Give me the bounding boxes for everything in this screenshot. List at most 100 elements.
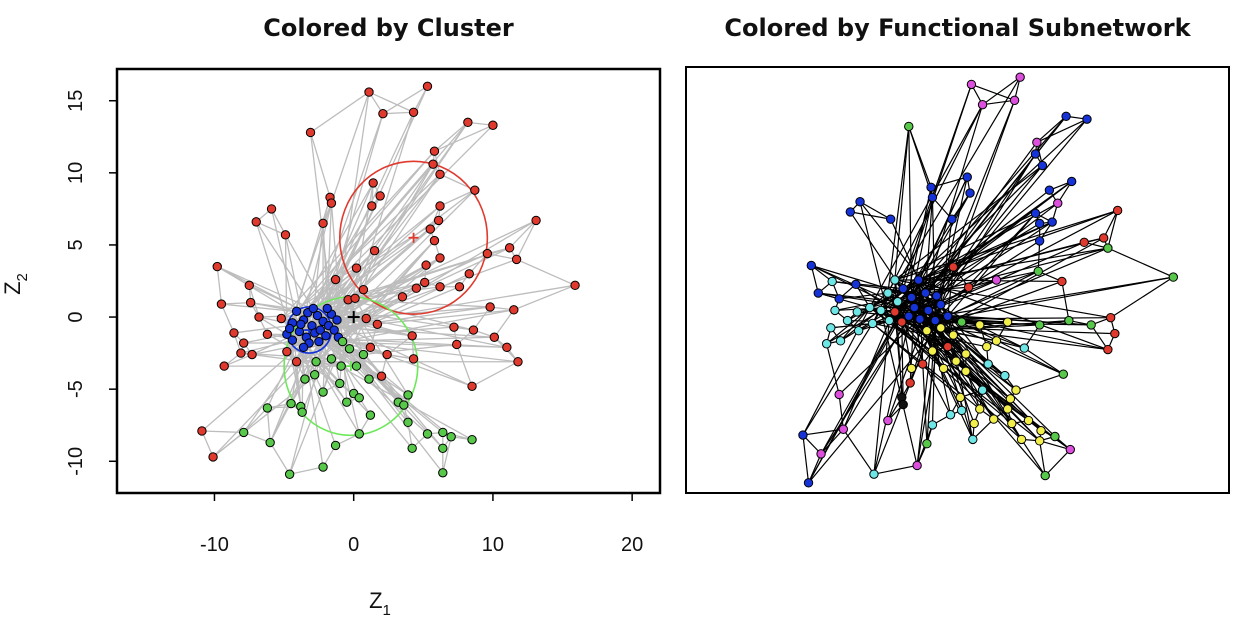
network-edge	[842, 428, 875, 475]
subnetwork-point	[975, 320, 985, 330]
network-edge	[982, 76, 1021, 106]
cluster-point	[300, 374, 310, 384]
cluster-point	[284, 323, 295, 334]
subnetwork-point	[922, 439, 932, 449]
cluster-point	[276, 313, 286, 324]
subnetwork-point	[1050, 431, 1060, 442]
network-edge	[1036, 115, 1067, 143]
cluster-point	[216, 299, 227, 309]
subnetwork-point	[834, 389, 844, 400]
cluster-point	[435, 169, 445, 179]
subnetwork-point	[915, 314, 925, 324]
network-edge	[869, 307, 1041, 442]
network-edge	[220, 303, 235, 334]
cluster-point	[321, 331, 331, 341]
cluster-point	[308, 303, 319, 314]
x-tick-label: -10	[200, 534, 229, 556]
panel-title-subnetwork: Colored by Functional Subnetwork	[724, 14, 1191, 42]
subnetwork-point	[1064, 315, 1074, 326]
subnetwork-point	[1034, 236, 1045, 246]
cluster-point	[376, 371, 387, 381]
subnetwork-point	[826, 323, 836, 333]
subnetwork-point	[1103, 243, 1113, 253]
network-edge	[320, 309, 514, 331]
network-edge	[826, 343, 840, 395]
network-edge	[873, 320, 890, 475]
cluster-plot-points	[197, 81, 580, 479]
subnetwork-point	[1086, 320, 1096, 330]
subnetwork-point	[867, 318, 878, 329]
network-edge	[810, 265, 819, 294]
cluster-point	[336, 361, 346, 371]
subnetwork-point	[982, 341, 992, 352]
subnetwork-point	[1061, 111, 1071, 121]
network-edge	[1107, 210, 1119, 249]
network-edge	[802, 323, 874, 436]
cluster-point	[330, 274, 341, 285]
network-edge	[269, 442, 291, 475]
cluster-point	[262, 329, 273, 340]
subnetwork-point	[806, 260, 817, 271]
network-edge	[216, 266, 223, 305]
cluster-point	[265, 437, 275, 448]
cluster-plot-edges	[201, 85, 576, 475]
subnetwork-point	[1009, 95, 1020, 106]
network-edge	[934, 320, 1006, 377]
network-edge	[918, 221, 1053, 281]
cluster-point	[420, 277, 430, 288]
network-edge	[472, 306, 491, 331]
cluster-point	[488, 120, 498, 130]
cluster-point	[403, 390, 413, 400]
subnetwork-point	[963, 282, 974, 292]
cluster-point	[318, 462, 328, 472]
cluster-point	[361, 313, 371, 324]
network-edge	[859, 201, 891, 220]
y-tick-label: 10	[65, 162, 87, 184]
network-edge	[1061, 281, 1070, 321]
network-edge	[940, 327, 1115, 335]
subnetwork-point	[865, 302, 875, 313]
network-edge	[894, 209, 1118, 281]
network-edge	[894, 311, 1029, 422]
network-edge	[940, 153, 1036, 305]
subnetwork-point	[913, 275, 924, 285]
subnetwork-point	[813, 288, 823, 298]
network-edge	[289, 341, 344, 475]
network-edge	[940, 327, 1042, 432]
network-edge	[326, 205, 441, 309]
network-edge	[255, 221, 314, 309]
network-edge	[1090, 324, 1109, 350]
subnetwork-point	[1030, 208, 1041, 219]
subnetwork-point	[956, 317, 967, 327]
subnetwork-point	[838, 424, 849, 434]
subnetwork-point	[947, 214, 957, 224]
network-edge	[808, 315, 949, 484]
cluster-point	[239, 427, 249, 438]
network-edge	[338, 219, 537, 338]
subnetwork-plot	[685, 66, 1230, 494]
cluster-point	[467, 434, 477, 445]
network-edge	[908, 126, 913, 298]
cluster-point	[504, 243, 515, 253]
x-tick-label: 10	[482, 534, 504, 556]
network-edge	[487, 252, 517, 261]
cluster-point	[245, 297, 256, 308]
subnetwork-plot-edges	[802, 76, 1174, 484]
cluster-point	[364, 87, 374, 97]
network-edge	[1110, 276, 1174, 319]
subnetwork-point	[983, 359, 993, 369]
cluster-point	[266, 204, 277, 214]
subnetwork-point	[943, 311, 953, 321]
cluster-point	[407, 331, 417, 341]
subnetwork-point	[890, 275, 900, 285]
network-edge	[940, 327, 1108, 351]
network-edge	[894, 126, 910, 281]
cluster-point	[375, 191, 385, 201]
y-tick-label: 5	[65, 239, 87, 250]
network-edge	[513, 284, 576, 311]
network-edge	[317, 315, 473, 387]
cluster-point	[438, 468, 448, 478]
cluster-point	[464, 269, 474, 279]
cluster-point	[408, 354, 419, 364]
network-edge	[1039, 440, 1071, 451]
